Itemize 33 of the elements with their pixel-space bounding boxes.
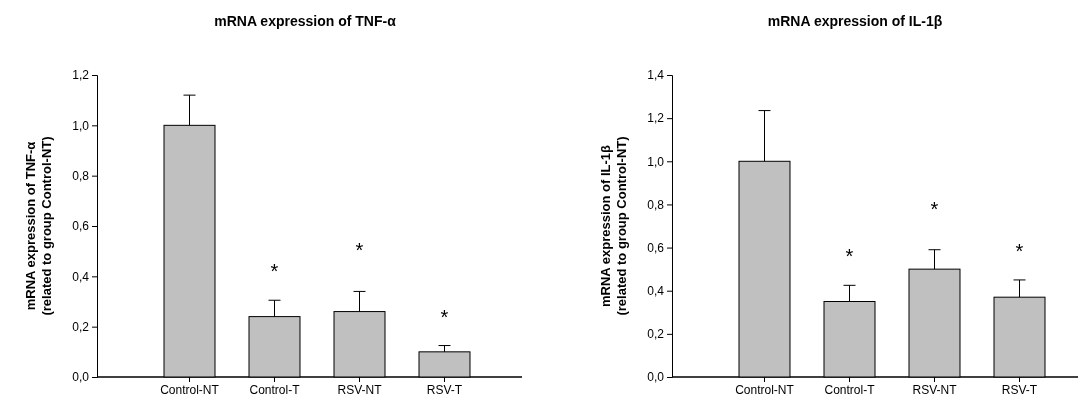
x-tick-label: Control-NT [735, 382, 795, 397]
y-tick-label: 0,6 [647, 240, 665, 255]
y-tick-label: 0,0 [72, 370, 90, 385]
y-tick-label: 0,0 [647, 370, 665, 385]
annotation: * [440, 305, 449, 328]
y-tick-label: 1,4 [647, 68, 665, 83]
y-tick-label: 1,0 [647, 154, 665, 169]
chart-title: mRNA expression of IL-1β [767, 13, 943, 29]
y-axis-title: mRNA expression of IL-1β (related to group Control-NT) [598, 136, 629, 316]
x-tick-label: RSV-NT [337, 382, 383, 397]
x-tick-label: RSV-T [1001, 382, 1038, 397]
annotation: * [355, 239, 364, 262]
y-tick-label: 0,6 [72, 219, 90, 234]
y-tick-label: 0,4 [647, 284, 665, 299]
annotation: * [845, 245, 854, 268]
chart-title: mRNA expression of TNF-α [214, 13, 397, 29]
annotation: * [1015, 239, 1024, 262]
x-tick-label: RSV-T [426, 382, 463, 397]
x-tick-label: Control-NT [160, 382, 220, 397]
y-tick-label: 0,2 [72, 320, 90, 335]
annotation: * [930, 197, 939, 220]
y-tick-label: 1,0 [72, 118, 90, 133]
y-axis-title: mRNA expression of TNF-α (related to group Control-NT) [23, 136, 54, 316]
y-tick-label: 1,2 [72, 68, 90, 83]
y-tick-label: 0,4 [72, 269, 90, 284]
x-tick-label: Control-T [824, 382, 876, 397]
x-tick-label: RSV-NT [912, 382, 958, 397]
y-tick-label: 0,8 [72, 169, 90, 184]
y-tick-label: 0,2 [647, 327, 665, 342]
y-tick-label: 1,2 [647, 111, 665, 126]
annotation: * [270, 260, 279, 283]
y-tick-label: 0,8 [647, 197, 665, 212]
x-tick-label: Control-T [249, 382, 301, 397]
